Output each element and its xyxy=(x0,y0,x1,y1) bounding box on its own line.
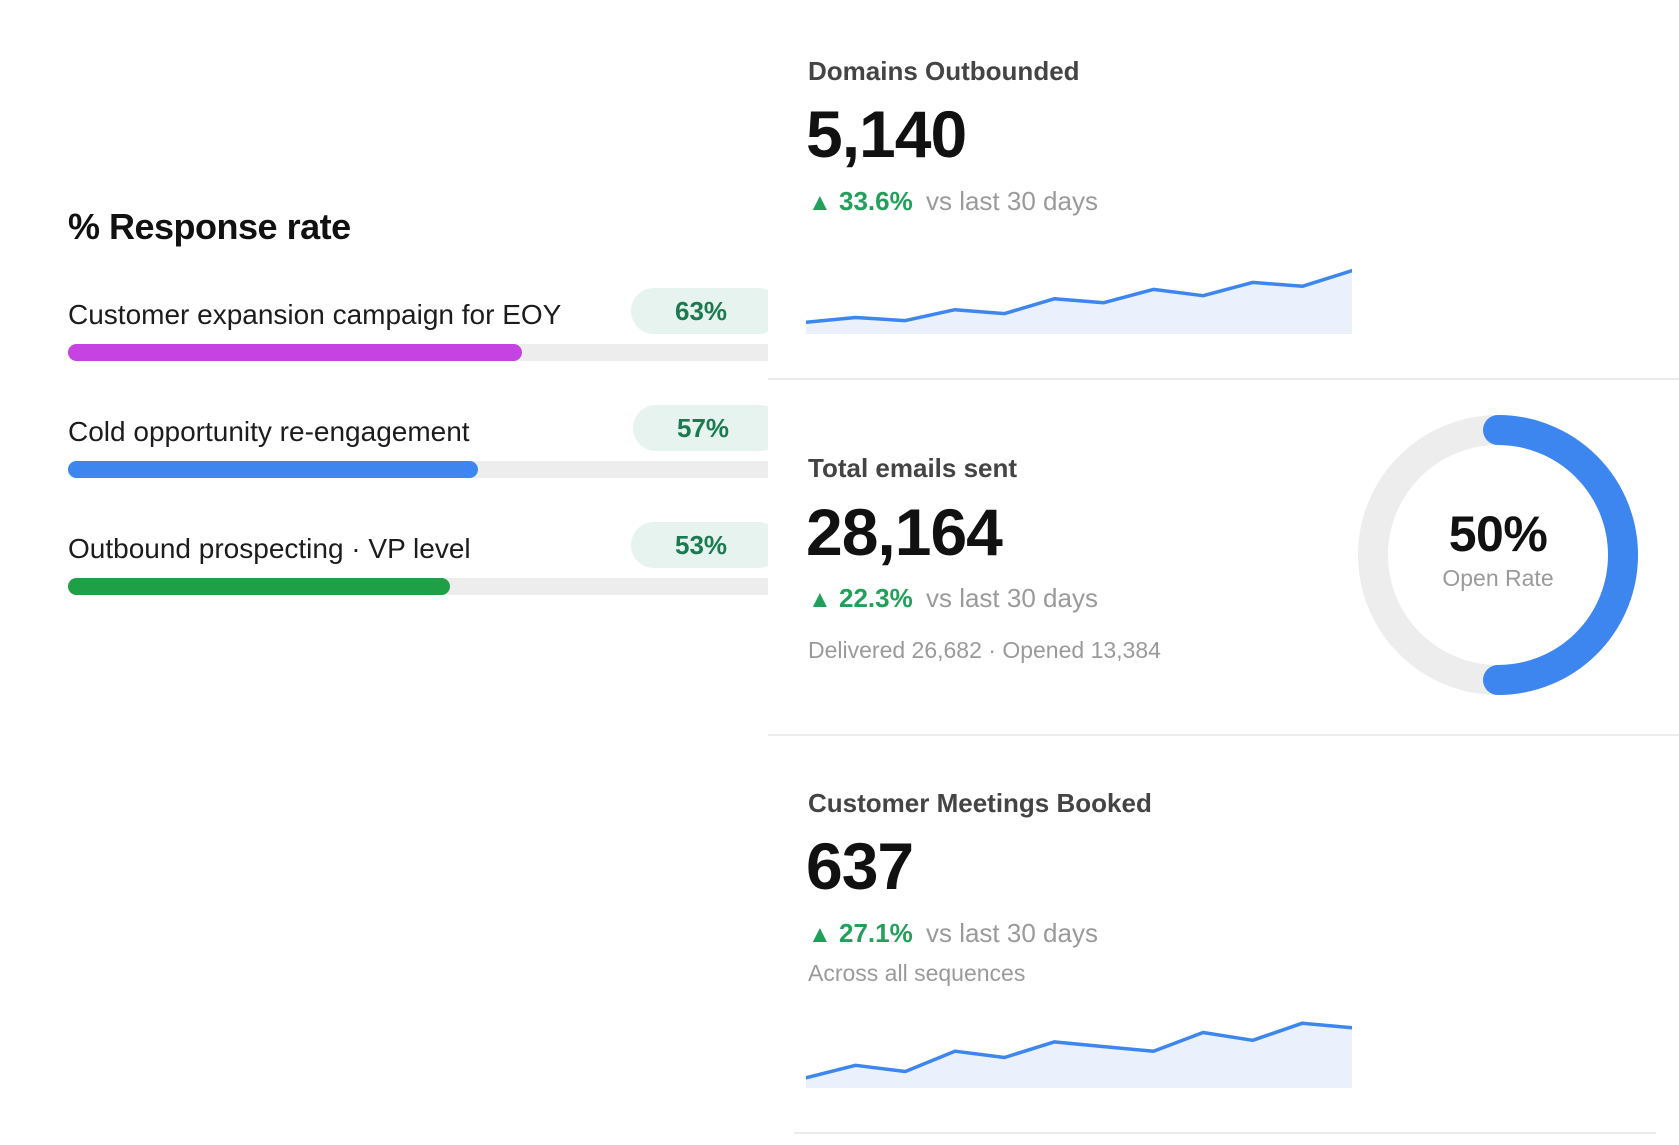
card-value: 637 xyxy=(806,829,914,903)
progress-fill xyxy=(68,344,522,361)
response-rate-title: % Response rate xyxy=(68,206,351,247)
delta-caption: vs last 30 days xyxy=(925,583,1098,613)
campaign-row-outbound-prospecting[interactable]: Outbound prospecting · VP level 53% xyxy=(68,522,768,622)
sparkline-line xyxy=(806,1021,1352,1080)
card-title: Domains Outbounded xyxy=(808,56,1080,86)
meetings-sparkline xyxy=(806,1021,1352,1088)
domains-outbounded-card[interactable]: Domains Outbounded 5,140 ▲ 33.6% vs last… xyxy=(768,0,1679,380)
delta-caption: vs last 30 days xyxy=(925,186,1098,216)
domains-sparkline xyxy=(806,268,1352,334)
trend-up-icon: ▲ xyxy=(808,586,832,613)
open-rate-value: 50% xyxy=(1448,506,1548,562)
campaign-row-customer-expansion[interactable]: Customer expansion campaign for EOY 63% xyxy=(68,288,768,388)
open-rate-caption: Open Rate xyxy=(1442,565,1554,591)
card-divider xyxy=(768,734,1679,736)
delta-row: ▲ 27.1% vs last 30 days xyxy=(808,918,1098,949)
meetings-booked-card[interactable]: Customer Meetings Booked 637 ▲ 27.1% vs … xyxy=(768,736,1679,1145)
card-divider xyxy=(768,378,1679,380)
card-divider xyxy=(794,1132,1656,1134)
donut-center: 50% Open Rate xyxy=(1358,505,1638,592)
delta-caption: vs last 30 days xyxy=(925,918,1098,948)
progress-track xyxy=(68,344,768,361)
campaign-row-cold-opportunity[interactable]: Cold opportunity re-engagement 57% xyxy=(68,405,768,505)
open-rate-donut: 50% Open Rate xyxy=(1358,415,1638,695)
progress-fill xyxy=(68,578,450,595)
response-rate-badge: 57% xyxy=(633,405,768,451)
progress-track xyxy=(68,461,768,478)
card-title: Customer Meetings Booked xyxy=(808,788,1152,818)
response-rate-badge: 63% xyxy=(631,288,768,334)
total-emails-card[interactable]: Total emails sent 28,164 ▲ 22.3% vs last… xyxy=(768,380,1679,736)
response-rate-badge: 53% xyxy=(631,522,768,568)
card-value: 28,164 xyxy=(806,495,1003,569)
delivery-summary: Delivered 26,682 · Opened 13,384 xyxy=(808,637,1161,663)
donut-arc xyxy=(1483,415,1638,695)
campaign-label: Customer expansion campaign for EOY xyxy=(68,299,562,330)
trend-up-icon: ▲ xyxy=(808,189,832,216)
stat-cards: Domains Outbounded 5,140 ▲ 33.6% vs last… xyxy=(768,0,1679,1145)
progress-fill xyxy=(68,461,479,478)
delta-percent: 33.6% xyxy=(839,186,913,216)
meetings-scope: Across all sequences xyxy=(808,960,1026,986)
delta-percent: 22.3% xyxy=(839,583,913,613)
campaign-label: Cold opportunity re-engagement xyxy=(68,416,470,447)
sparkline-line xyxy=(806,268,1352,324)
progress-track xyxy=(68,578,768,595)
sparkline-area xyxy=(806,1023,1352,1088)
donut-ring xyxy=(1358,415,1638,695)
trend-up-icon: ▲ xyxy=(808,921,832,948)
response-rate-panel: % Response rate Customer expansion campa… xyxy=(0,0,768,1145)
delta-percent: 27.1% xyxy=(839,918,913,948)
delta-row: ▲ 33.6% vs last 30 days xyxy=(808,186,1098,217)
card-title: Total emails sent xyxy=(808,453,1018,483)
campaign-label: Outbound prospecting · VP level xyxy=(68,533,471,564)
delta-row: ▲ 22.3% vs last 30 days xyxy=(808,583,1098,614)
card-value: 5,140 xyxy=(806,97,967,171)
